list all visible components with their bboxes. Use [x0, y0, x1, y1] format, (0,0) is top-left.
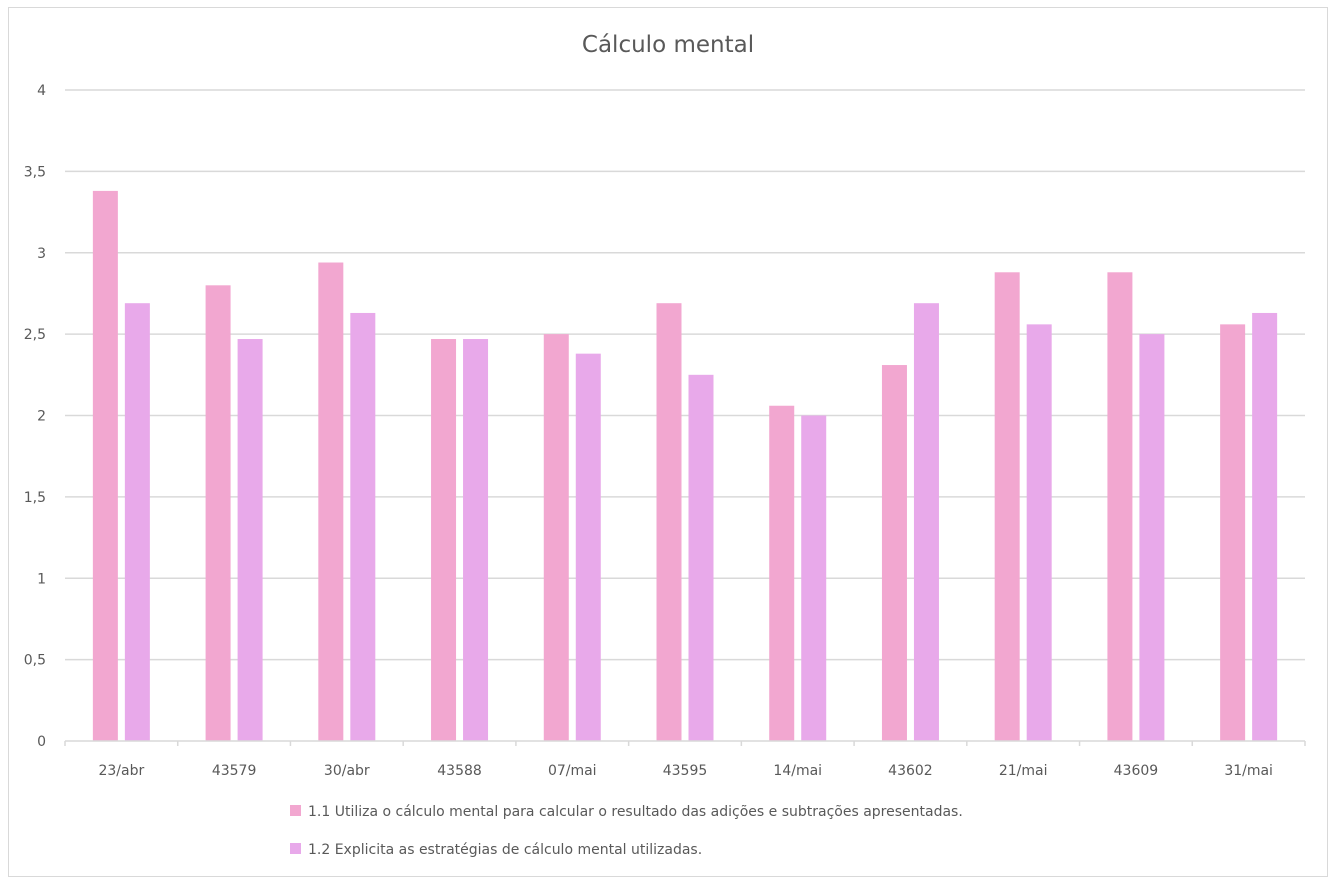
bar-series-1 — [318, 262, 344, 741]
x-tick-label: 30/abr — [324, 763, 370, 779]
y-tick-label: 3,5 — [24, 164, 46, 180]
y-tick-label: 0 — [37, 734, 46, 750]
bar-series-1 — [431, 339, 457, 741]
bar-series-1 — [656, 303, 682, 741]
x-tick-label: 43595 — [663, 763, 708, 779]
x-tick-label: 43602 — [888, 763, 933, 779]
y-tick-label: 2 — [37, 409, 46, 425]
bars — [92, 190, 1278, 741]
bar-series-2 — [350, 312, 376, 741]
y-tick-label: 1 — [37, 571, 46, 587]
chart-title: Cálculo mental — [582, 32, 754, 58]
legend-label-1: 1.1 Utiliza o cálculo mental para calcul… — [308, 804, 963, 820]
bar-series-2 — [913, 303, 939, 741]
bar-series-2 — [237, 339, 263, 741]
x-tick-label: 23/abr — [98, 763, 144, 779]
bar-series-1 — [543, 334, 569, 741]
bar-series-2 — [124, 303, 150, 741]
x-tick-label: 07/mai — [548, 763, 597, 779]
bar-series-2 — [1026, 324, 1052, 741]
y-tick-label: 2,5 — [24, 327, 46, 343]
bar-series-2 — [463, 339, 489, 741]
bar-series-1 — [205, 285, 231, 741]
y-tick-label: 3 — [37, 246, 46, 262]
legend-swatch-1 — [290, 805, 301, 816]
x-tick-label: 21/mai — [999, 763, 1048, 779]
y-tick-label: 1,5 — [24, 490, 46, 506]
bar-series-2 — [688, 374, 714, 741]
x-tick-label: 43609 — [1114, 763, 1159, 779]
bar-series-2 — [1252, 312, 1278, 741]
gridlines — [65, 89, 1305, 661]
bar-series-1 — [1220, 324, 1246, 741]
bar-series-2 — [801, 415, 827, 741]
bar-series-1 — [881, 365, 907, 741]
legend-label-2: 1.2 Explicita as estratégias de cálculo … — [308, 842, 702, 858]
x-tick-label: 14/mai — [773, 763, 822, 779]
bar-series-2 — [1139, 334, 1165, 741]
bar-series-1 — [994, 272, 1020, 741]
bar-series-1 — [769, 405, 795, 741]
bar-series-1 — [1107, 272, 1133, 741]
x-axis: 23/abr 43579 30/abr 43588 07/mai 43595 14/mai 4… — [64, 740, 1306, 779]
legend-swatch-2 — [290, 843, 301, 854]
x-tick-label: 43588 — [437, 763, 482, 779]
y-tick-label: 4 — [37, 83, 46, 99]
bar-series-2 — [575, 353, 601, 741]
y-tick-label: 0,5 — [24, 653, 46, 669]
x-tick-label: 43579 — [212, 763, 257, 779]
legend: 1.1 Utiliza o cálculo mental para calcul… — [290, 804, 963, 858]
y-axis-ticks: 0 0,5 1 1,5 2 2,5 3 3,5 4 — [24, 83, 46, 750]
bar-series-1 — [92, 190, 118, 741]
x-tick-label: 31/mai — [1224, 763, 1273, 779]
